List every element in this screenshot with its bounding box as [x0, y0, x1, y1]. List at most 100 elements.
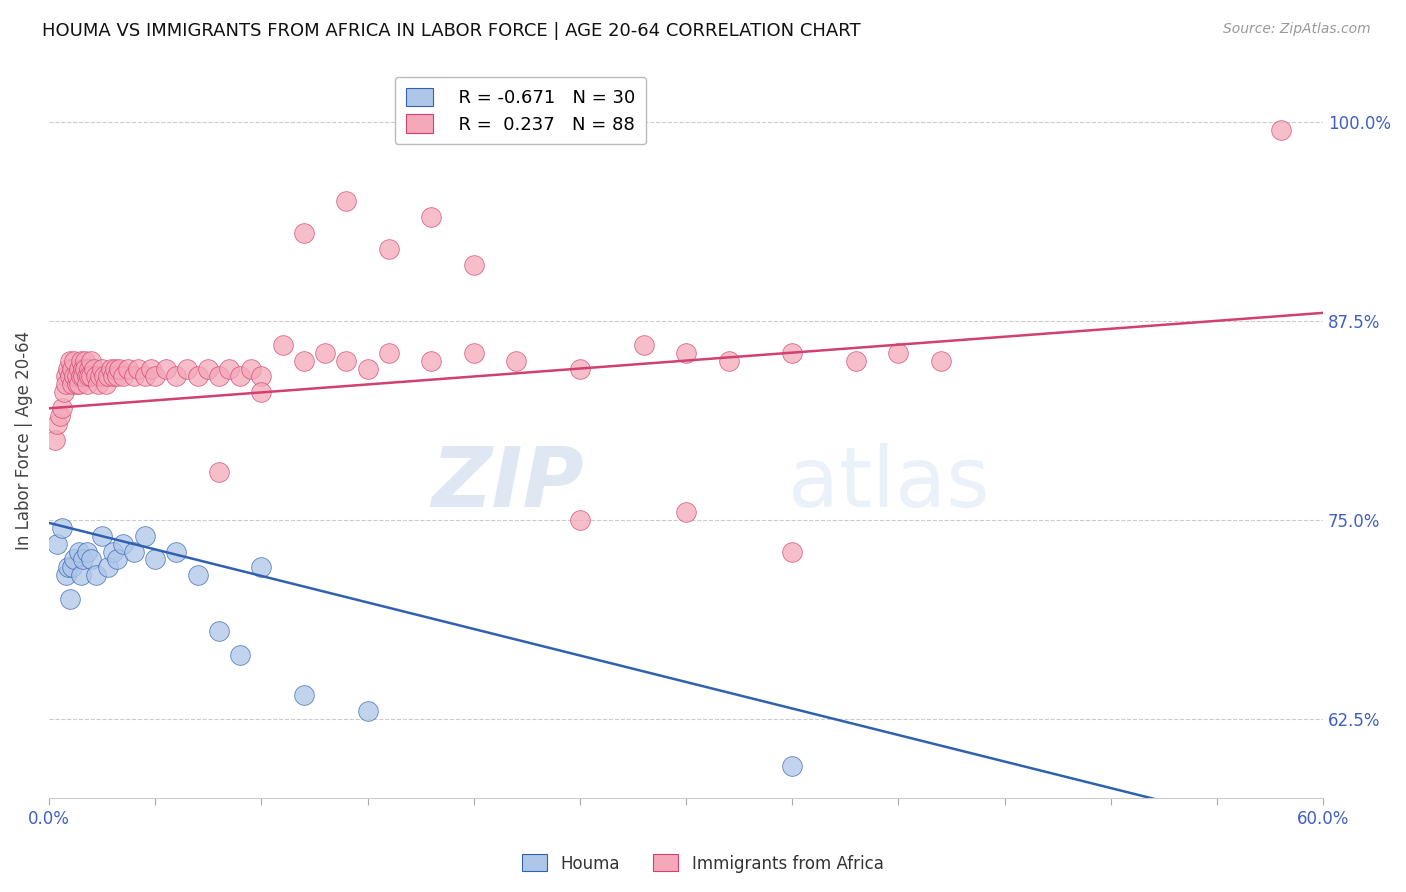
Point: [420, 353, 443, 368]
Point: [845, 353, 868, 368]
Y-axis label: In Labor Force | Age 20-64: In Labor Force | Age 20-64: [15, 331, 32, 549]
Point: [55, 369, 77, 384]
Point: [76, 544, 98, 558]
Point: [112, 369, 135, 384]
Point: [96, 377, 118, 392]
Point: [208, 465, 231, 479]
Point: [463, 345, 485, 359]
Point: [105, 369, 128, 384]
Point: [165, 544, 187, 558]
Point: [79, 369, 101, 384]
Point: [87, 377, 110, 392]
Point: [377, 242, 399, 256]
Point: [67, 544, 90, 558]
Point: [929, 353, 952, 368]
Point: [165, 369, 187, 384]
Point: [69, 353, 91, 368]
Point: [122, 369, 145, 384]
Point: [105, 552, 128, 566]
Point: [127, 361, 149, 376]
Point: [250, 385, 273, 400]
Point: [117, 361, 139, 376]
Point: [65, 377, 87, 392]
Point: [75, 353, 97, 368]
Point: [271, 337, 294, 351]
Point: [80, 369, 103, 384]
Point: [1270, 123, 1292, 137]
Point: [292, 353, 315, 368]
Point: [780, 759, 803, 773]
Point: [335, 194, 357, 209]
Legend: Houma, Immigrants from Africa: Houma, Immigrants from Africa: [516, 847, 890, 880]
Point: [208, 369, 231, 384]
Point: [60, 361, 83, 376]
Point: [101, 369, 124, 384]
Point: [51, 401, 73, 416]
Point: [60, 560, 83, 574]
Legend:   R = -0.671   N = 30,   R =  0.237   N = 88: R = -0.671 N = 30, R = 0.237 N = 88: [395, 77, 647, 145]
Point: [59, 353, 82, 368]
Point: [65, 369, 87, 384]
Point: [84, 369, 107, 384]
Point: [250, 369, 273, 384]
Point: [675, 345, 697, 359]
Point: [91, 528, 114, 542]
Point: [292, 688, 315, 702]
Point: [134, 369, 156, 384]
Text: Source: ZipAtlas.com: Source: ZipAtlas.com: [1223, 22, 1371, 37]
Point: [675, 505, 697, 519]
Point: [89, 369, 111, 384]
Point: [197, 361, 219, 376]
Point: [208, 624, 231, 638]
Point: [69, 369, 91, 384]
Point: [63, 369, 86, 384]
Point: [176, 361, 198, 376]
Point: [239, 361, 262, 376]
Point: [568, 361, 591, 376]
Point: [420, 211, 443, 225]
Point: [229, 369, 252, 384]
Point: [717, 353, 740, 368]
Point: [48, 409, 70, 424]
Point: [112, 536, 135, 550]
Point: [97, 560, 120, 574]
Text: atlas: atlas: [787, 442, 990, 524]
Text: ZIP: ZIP: [432, 442, 583, 524]
Point: [100, 361, 122, 376]
Point: [55, 377, 77, 392]
Text: HOUMA VS IMMIGRANTS FROM AFRICA IN LABOR FORCE | AGE 20-64 CORRELATION CHART: HOUMA VS IMMIGRANTS FROM AFRICA IN LABOR…: [42, 22, 860, 40]
Point: [55, 568, 77, 582]
Point: [250, 560, 273, 574]
Point: [59, 369, 82, 384]
Point: [72, 369, 94, 384]
Point: [155, 361, 177, 376]
Point: [76, 369, 98, 384]
Point: [568, 513, 591, 527]
Point: [80, 353, 103, 368]
Point: [63, 552, 86, 566]
Point: [134, 528, 156, 542]
Point: [69, 568, 91, 582]
Point: [887, 345, 910, 359]
Point: [51, 521, 73, 535]
Point: [75, 361, 97, 376]
Point: [104, 361, 127, 376]
Point: [79, 361, 101, 376]
Point: [143, 552, 166, 566]
Point: [292, 227, 315, 241]
Point: [187, 568, 209, 582]
Point: [67, 361, 90, 376]
Point: [59, 592, 82, 607]
Point: [72, 552, 94, 566]
Point: [97, 369, 120, 384]
Point: [72, 361, 94, 376]
Point: [56, 361, 79, 376]
Point: [143, 369, 166, 384]
Point: [335, 353, 357, 368]
Point: [229, 648, 252, 662]
Point: [377, 345, 399, 359]
Point: [76, 377, 98, 392]
Point: [91, 361, 114, 376]
Point: [93, 369, 115, 384]
Point: [780, 544, 803, 558]
